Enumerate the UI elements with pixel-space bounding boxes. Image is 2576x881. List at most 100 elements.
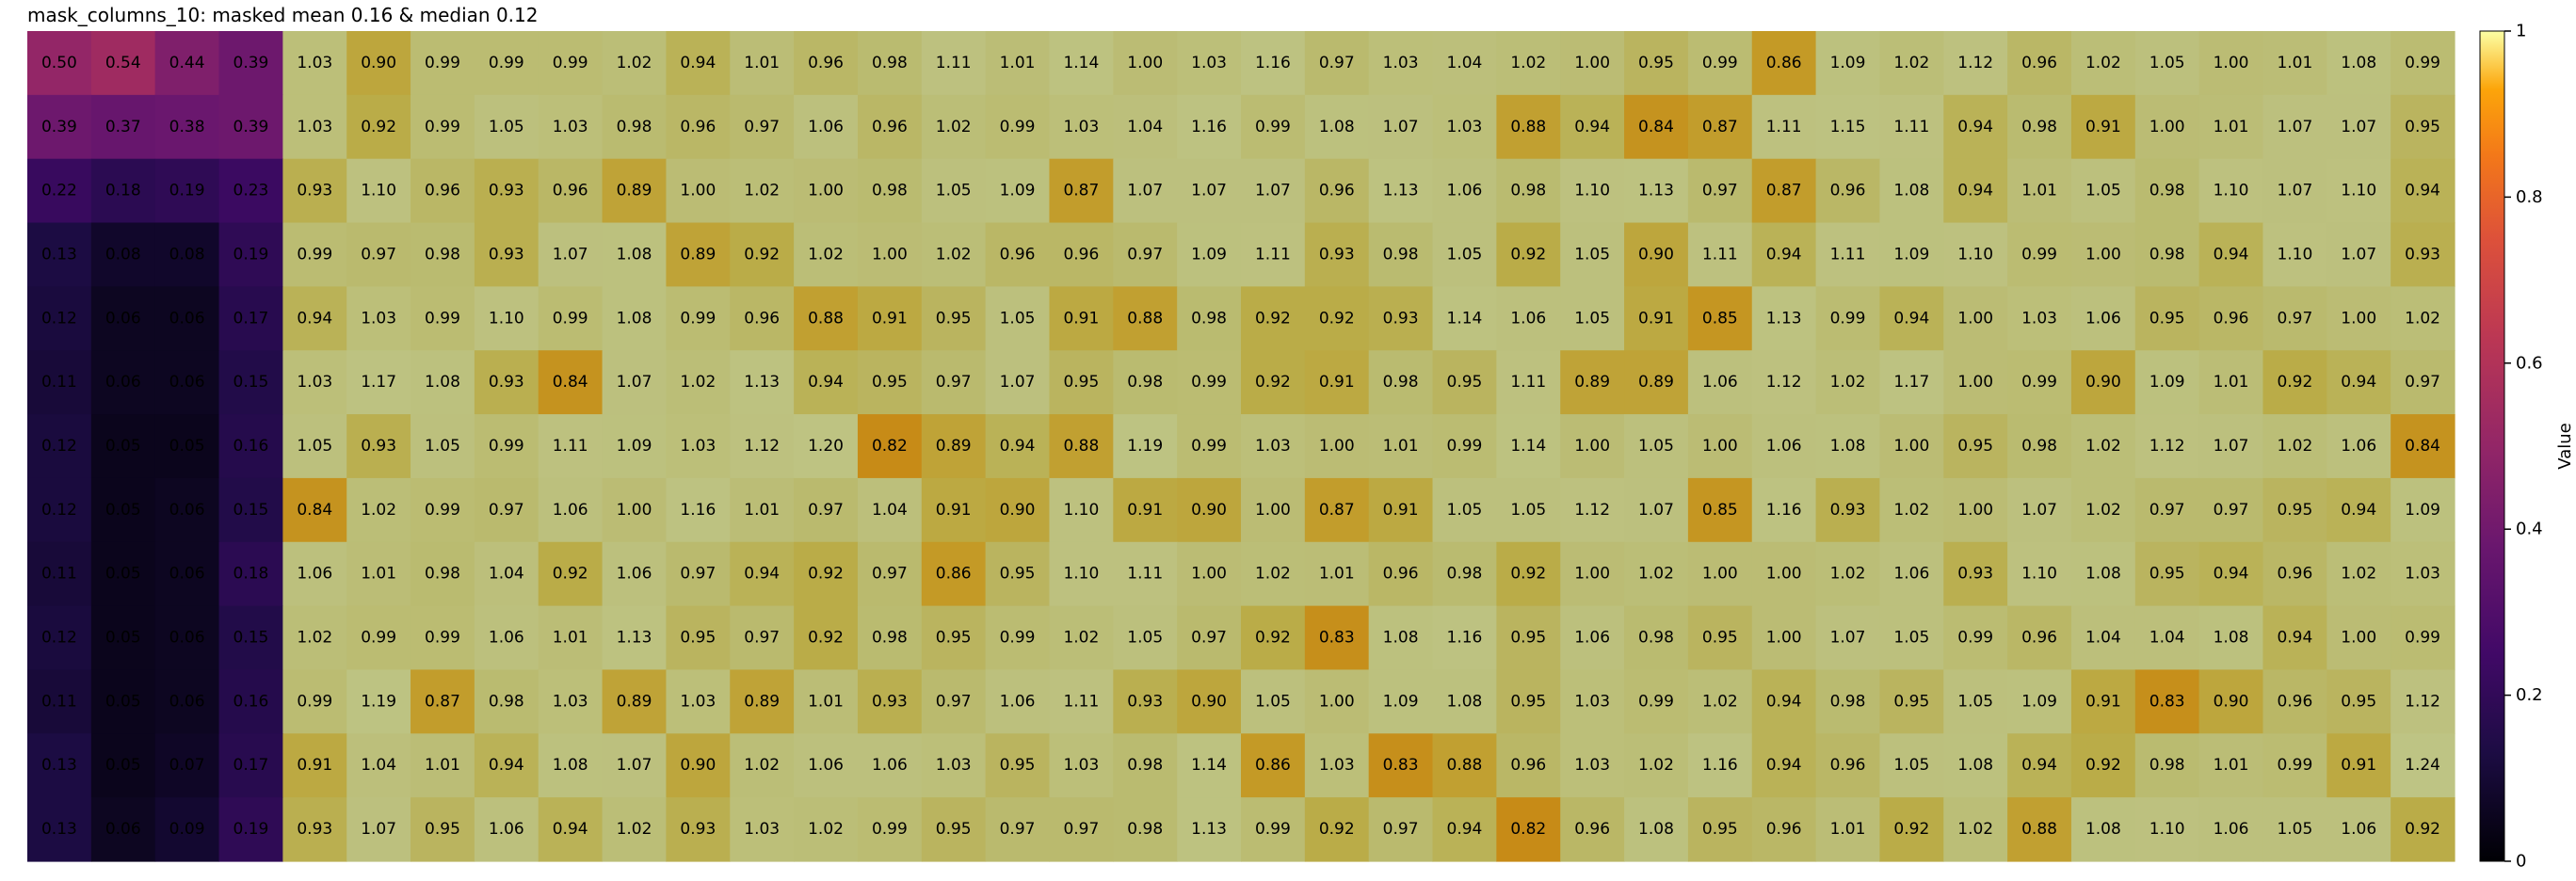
heatmap-cell bbox=[154, 31, 220, 96]
cell-value-label: 0.98 bbox=[2149, 245, 2185, 264]
cell-value-label: 0.97 bbox=[1127, 245, 1163, 264]
heatmap-cell bbox=[1496, 541, 1561, 607]
heatmap-cell bbox=[602, 669, 668, 734]
cell-value-label: 0.87 bbox=[1063, 182, 1099, 200]
cell-value-label: 0.13 bbox=[41, 820, 77, 839]
heatmap-cell bbox=[602, 541, 668, 607]
heatmap-cell bbox=[1432, 733, 1497, 798]
heatmap-cell bbox=[538, 31, 604, 96]
heatmap-cell bbox=[538, 733, 604, 798]
heatmap-cell bbox=[1241, 158, 1306, 224]
heatmap-cell bbox=[2070, 733, 2136, 798]
cell-value-label: 0.11 bbox=[41, 565, 77, 584]
heatmap-cell bbox=[282, 797, 347, 862]
cell-value-label: 0.94 bbox=[1766, 692, 1802, 711]
heatmap-cell bbox=[2326, 605, 2391, 671]
heatmap-cell bbox=[2326, 797, 2391, 862]
heatmap-cell bbox=[2198, 733, 2264, 798]
cell-value-label: 0.16 bbox=[233, 692, 269, 711]
heatmap-cell bbox=[474, 222, 539, 287]
heatmap-cell bbox=[2391, 158, 2455, 224]
cell-value-label: 0.83 bbox=[1319, 629, 1355, 648]
cell-value-label: 0.95 bbox=[425, 820, 460, 839]
heatmap-cell bbox=[282, 31, 347, 96]
cell-value-label: 1.02 bbox=[1957, 820, 1993, 839]
heatmap-cell bbox=[2070, 541, 2136, 607]
cell-value-label: 1.10 bbox=[2149, 820, 2185, 839]
cell-value-label: 0.97 bbox=[744, 118, 780, 136]
cell-value-label: 1.07 bbox=[1000, 373, 1036, 392]
cell-value-label: 0.96 bbox=[425, 182, 460, 200]
heatmap-cell bbox=[1687, 733, 1753, 798]
cell-value-label: 0.93 bbox=[680, 820, 716, 839]
heatmap-cell bbox=[1687, 94, 1753, 160]
cell-value-label: 0.08 bbox=[169, 245, 205, 264]
heatmap-cell bbox=[1049, 350, 1114, 415]
cell-value-label: 1.04 bbox=[2085, 629, 2121, 648]
cell-value-label: 0.95 bbox=[1510, 692, 1546, 711]
cell-value-label: 0.92 bbox=[553, 565, 588, 584]
heatmap-cell bbox=[1496, 350, 1561, 415]
heatmap-cell bbox=[2070, 94, 2136, 160]
heatmap-cell bbox=[2134, 733, 2200, 798]
heatmap-cell bbox=[27, 733, 92, 798]
cell-value-label: 1.05 bbox=[1000, 309, 1036, 328]
cell-value-label: 0.93 bbox=[1319, 245, 1355, 264]
cell-value-label: 1.00 bbox=[1957, 309, 1993, 328]
heatmap-cell bbox=[2198, 541, 2264, 607]
cell-value-label: 1.06 bbox=[2085, 309, 2121, 328]
heatmap-cell bbox=[1751, 286, 1817, 351]
heatmap-cell bbox=[2198, 669, 2264, 734]
heatmap-cell bbox=[282, 414, 347, 479]
cell-value-label: 0.93 bbox=[872, 692, 908, 711]
heatmap-cell bbox=[2326, 414, 2391, 479]
heatmap-cell bbox=[1943, 414, 2008, 479]
cell-value-label: 0.09 bbox=[169, 820, 205, 839]
heatmap-cell bbox=[218, 797, 283, 862]
heatmap-cell bbox=[2326, 669, 2391, 734]
heatmap-cell bbox=[857, 541, 923, 607]
colorbar-tick-label: 0.4 bbox=[2516, 520, 2543, 539]
heatmap-cell bbox=[2070, 669, 2136, 734]
cell-value-label: 0.91 bbox=[1127, 501, 1163, 520]
heatmap-cell bbox=[411, 94, 475, 160]
heatmap-cell bbox=[1177, 158, 1242, 224]
cell-value-label: 1.02 bbox=[808, 245, 844, 264]
cell-value-label: 0.95 bbox=[2341, 692, 2376, 711]
heatmap-cell bbox=[857, 669, 923, 734]
heatmap-cell bbox=[27, 477, 92, 543]
cell-value-label: 1.04 bbox=[361, 756, 396, 775]
heatmap-cell bbox=[2326, 477, 2391, 543]
heatmap-cell bbox=[2391, 286, 2455, 351]
heatmap-cell bbox=[1560, 669, 1625, 734]
cell-value-label: 1.13 bbox=[1638, 182, 1674, 200]
heatmap-cell bbox=[1496, 605, 1561, 671]
cell-value-label: 0.83 bbox=[1383, 756, 1419, 775]
heatmap-cell bbox=[1496, 222, 1561, 287]
heatmap-cell bbox=[602, 797, 668, 862]
heatmap-cell bbox=[154, 94, 220, 160]
cell-value-label: 0.83 bbox=[2149, 692, 2185, 711]
cell-value-label: 0.98 bbox=[872, 54, 908, 72]
cell-value-label: 1.02 bbox=[1830, 565, 1866, 584]
cell-value-label: 0.99 bbox=[1447, 437, 1483, 456]
heatmap-cell bbox=[921, 31, 987, 96]
cell-value-label: 1.04 bbox=[489, 565, 524, 584]
heatmap-cell bbox=[1432, 94, 1497, 160]
heatmap-cell bbox=[666, 669, 731, 734]
heatmap-cell bbox=[1751, 31, 1817, 96]
cell-value-label: 0.12 bbox=[41, 629, 77, 648]
heatmap-cell bbox=[857, 797, 923, 862]
cell-value-label: 1.11 bbox=[936, 54, 972, 72]
heatmap-cell bbox=[154, 222, 220, 287]
heatmap-cell bbox=[1241, 414, 1306, 479]
heatmap-cell bbox=[1113, 350, 1178, 415]
cell-value-label: 0.17 bbox=[233, 756, 269, 775]
cell-value-label: 0.99 bbox=[425, 501, 460, 520]
cell-value-label: 1.03 bbox=[744, 820, 780, 839]
cell-value-label: 0.99 bbox=[680, 309, 716, 328]
heatmap-cell bbox=[1879, 414, 1944, 479]
cell-value-label: 1.01 bbox=[1000, 54, 1036, 72]
cell-value-label: 1.01 bbox=[744, 501, 780, 520]
cell-value-label: 1.05 bbox=[1638, 437, 1674, 456]
